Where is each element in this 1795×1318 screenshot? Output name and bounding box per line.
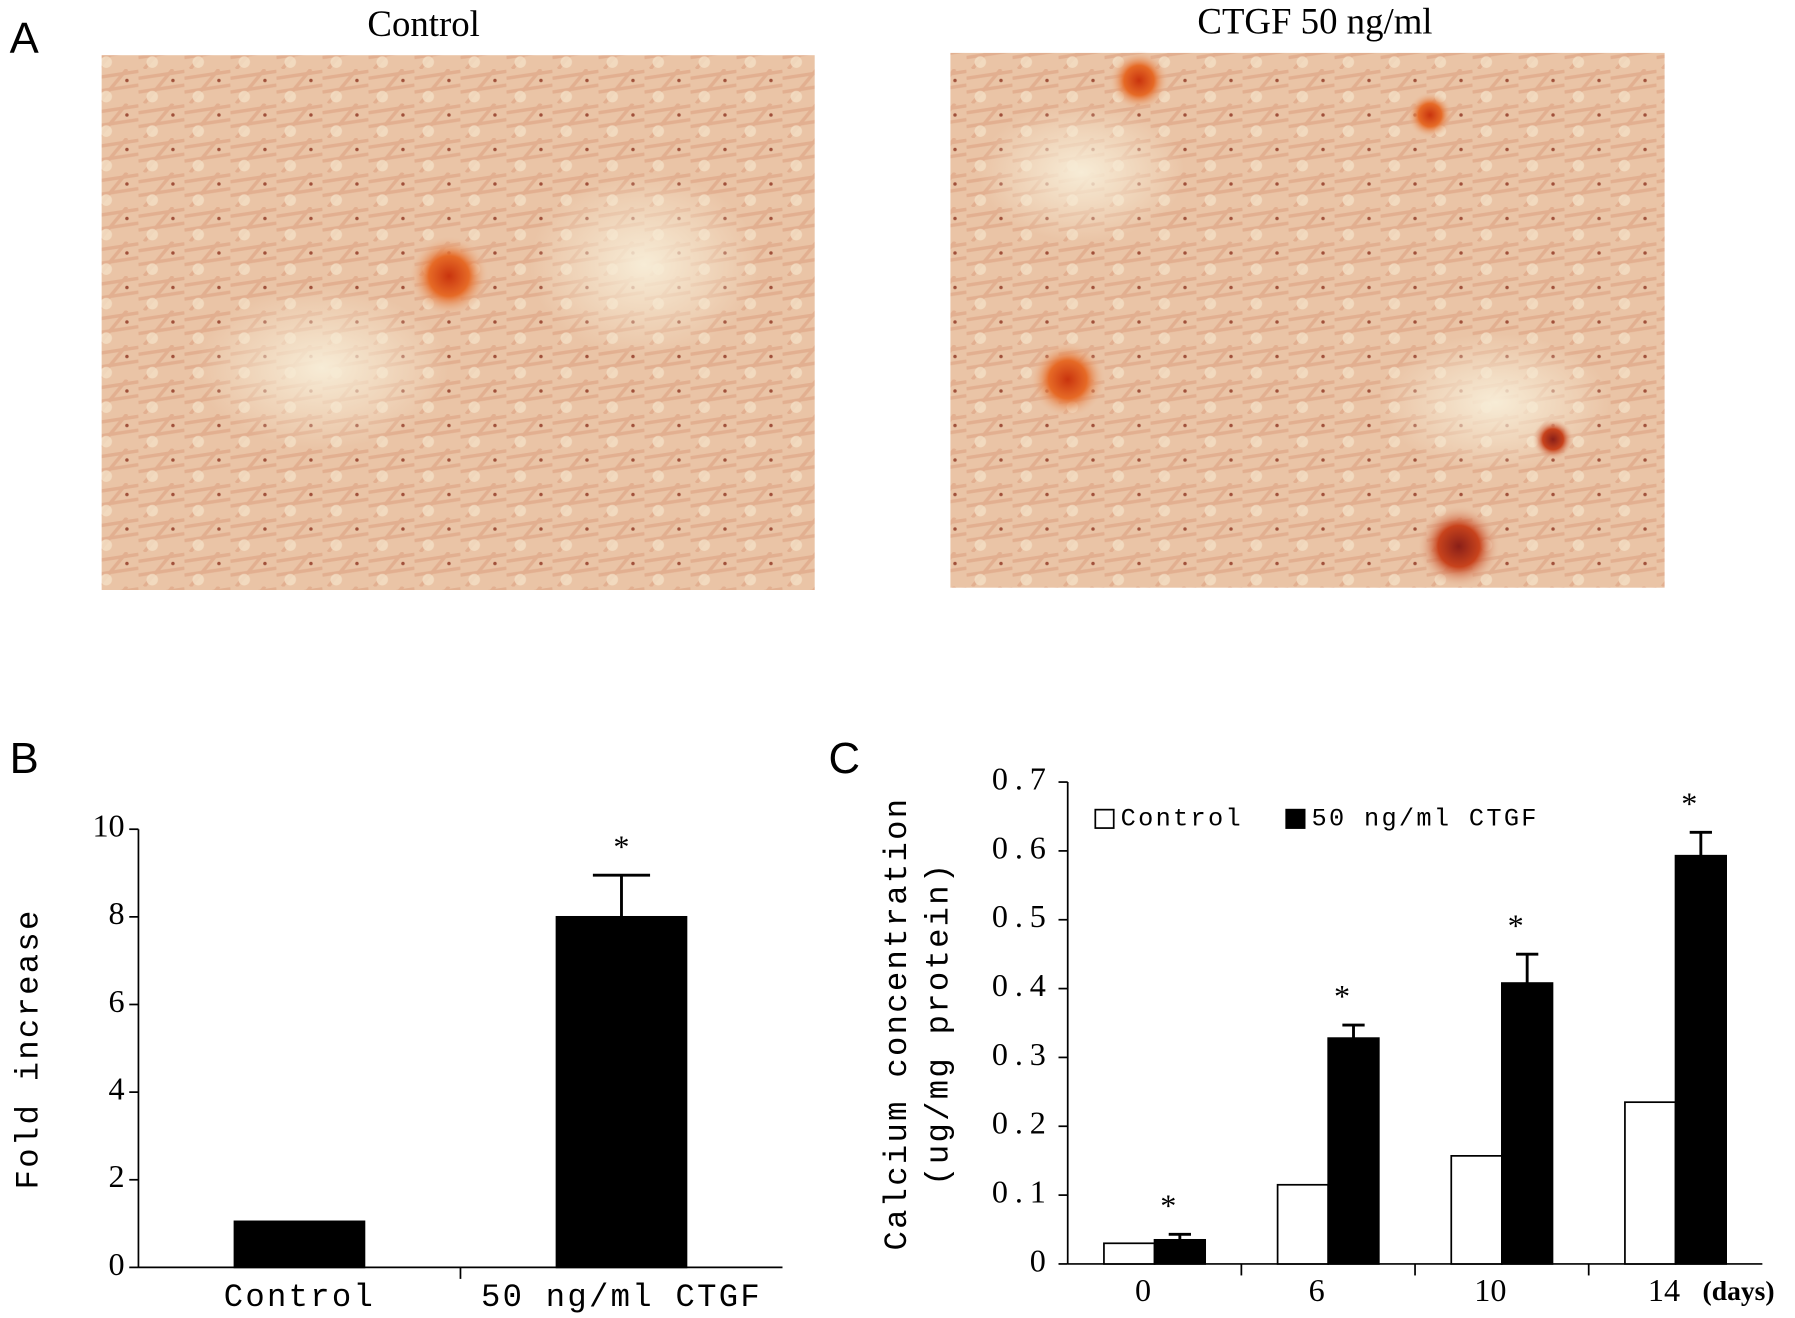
y-tick-label: 0.2: [992, 1105, 1053, 1141]
y-tick-label: 0.5: [992, 898, 1053, 934]
y-tick-label: 0.3: [992, 1036, 1053, 1072]
y-tick-label: 0.7: [992, 760, 1053, 796]
bar: [1501, 982, 1554, 1265]
x-tick-label: 0: [1135, 1272, 1151, 1308]
legend-label: Control: [1121, 805, 1243, 834]
y-tick-label: 0.6: [992, 829, 1053, 865]
panel-label: A: [10, 14, 40, 63]
legend-swatch: [1094, 808, 1115, 829]
y-tick-label: 6: [109, 983, 125, 1019]
y-axis-label: Fold increase: [11, 908, 48, 1189]
significance-mark: *: [1681, 785, 1697, 821]
y-tick-label: 4: [109, 1071, 125, 1107]
y-tick-label: 2: [109, 1158, 125, 1194]
x-tick-label: 14: [1648, 1272, 1680, 1308]
y-axis-label: (ug/mg protein): [920, 861, 957, 1185]
significance-mark: *: [613, 828, 629, 864]
bar: [555, 915, 688, 1269]
bar: [1103, 1242, 1156, 1265]
bar: [1276, 1183, 1330, 1265]
y-tick-label: 0.4: [992, 967, 1053, 1003]
panel-label: C: [828, 734, 860, 783]
legend-label: 50 ng/ml CTGF: [1312, 805, 1539, 834]
significance-mark: *: [1508, 907, 1524, 943]
y-tick-label: 0: [1030, 1242, 1053, 1278]
y-tick-label: 8: [109, 895, 125, 931]
y-axis-label: Calcium concentration: [879, 797, 916, 1251]
x-tick-label: 50 ng/ml CTGF: [481, 1279, 762, 1316]
legend-swatch: [1285, 808, 1306, 829]
x-tick-label: Control: [224, 1279, 375, 1316]
image-title: Control: [367, 3, 479, 44]
x-axis-label: (days): [1703, 1275, 1775, 1306]
image-title: CTGF 50 ng/ml: [1197, 1, 1432, 42]
y-tick-label: 0: [109, 1246, 125, 1282]
significance-mark: *: [1160, 1187, 1176, 1223]
bar: [1674, 854, 1728, 1265]
bar: [1624, 1101, 1677, 1265]
panel-label: B: [10, 734, 39, 783]
bar: [1327, 1037, 1380, 1265]
significance-mark: *: [1334, 978, 1350, 1014]
y-tick-label: 10: [92, 808, 124, 844]
micrograph: [950, 50, 1665, 588]
y-tick-label: 0.1: [992, 1173, 1053, 1209]
bar: [1450, 1155, 1503, 1265]
x-tick-label: 10: [1474, 1272, 1506, 1308]
x-tick-label: 6: [1309, 1272, 1325, 1308]
micrograph: [101, 55, 815, 590]
bar: [233, 1220, 366, 1269]
bar: [1153, 1238, 1207, 1265]
